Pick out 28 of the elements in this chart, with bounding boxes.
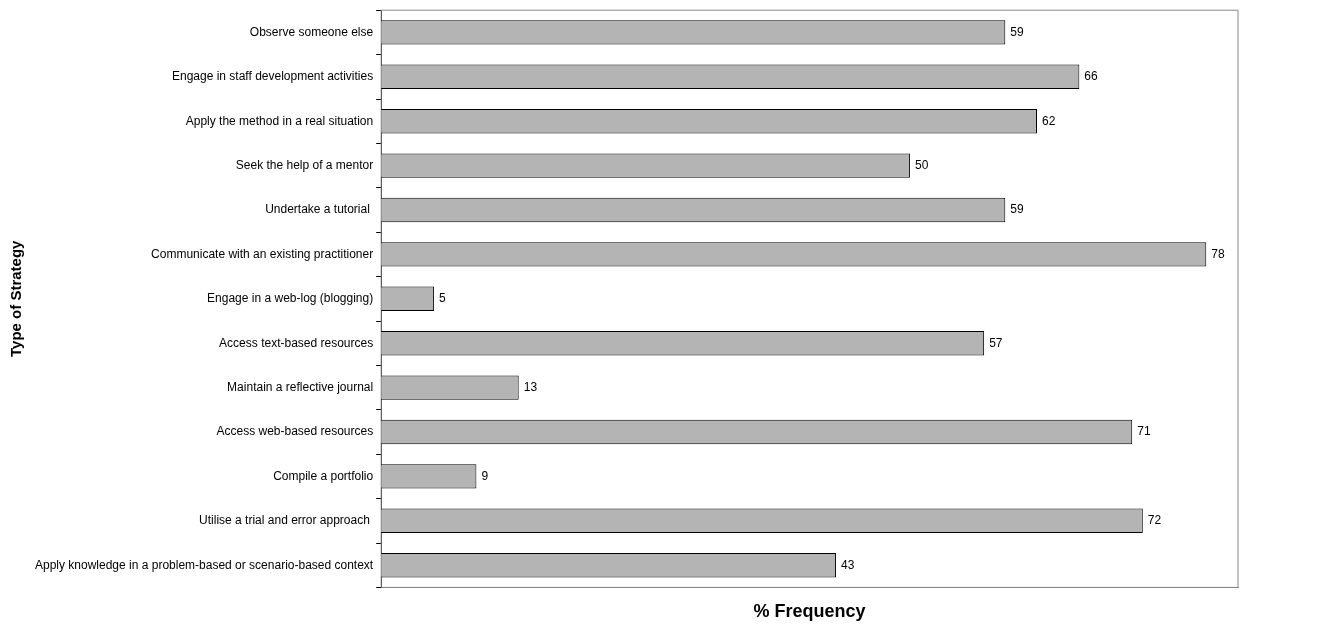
data-label: 66 [1084,69,1099,84]
y-axis-title: Type of Strategy [7,239,25,358]
y-tick-label: Compile a portfolio [273,468,374,483]
y-tick-label: Undertake a tutorial [265,202,374,217]
y-tick-label: Utilise a trial and error approach [199,513,374,528]
data-label: 72 [1147,513,1162,528]
y-tick-label: Apply knowledge in a problem-based or scenario-based context [34,557,374,572]
data-label: 62 [1042,113,1056,128]
x-axis-title: % Frequency [753,601,866,622]
y-tick-label: Observe someone else [249,24,374,39]
data-label: 13 [523,379,538,394]
y-tick-label: Access text-based resources [219,335,374,350]
data-label: 71 [1137,424,1151,439]
data-label: 5 [439,291,447,306]
data-label: 43 [841,557,855,572]
data-label: 59 [1010,24,1024,39]
y-tick-label: Apply the method in a real situation [185,113,374,128]
y-tick-label: Maintain a reflective journal [227,379,374,394]
y-tick-label: Communicate with an existing practitioner [151,246,374,261]
y-tick-label: Engage in staff development activities [171,69,374,84]
data-label: 59 [1010,202,1024,217]
data-label: 50 [915,157,929,172]
y-tick-label: Access web-based resources [216,424,374,439]
y-tick-label: Engage in a web-log (blogging) [207,291,374,306]
data-label: 57 [989,335,1003,350]
y-tick-label: Seek the help of a mentor [235,157,374,172]
data-label: 9 [481,468,489,483]
data-label: 78 [1211,246,1225,261]
